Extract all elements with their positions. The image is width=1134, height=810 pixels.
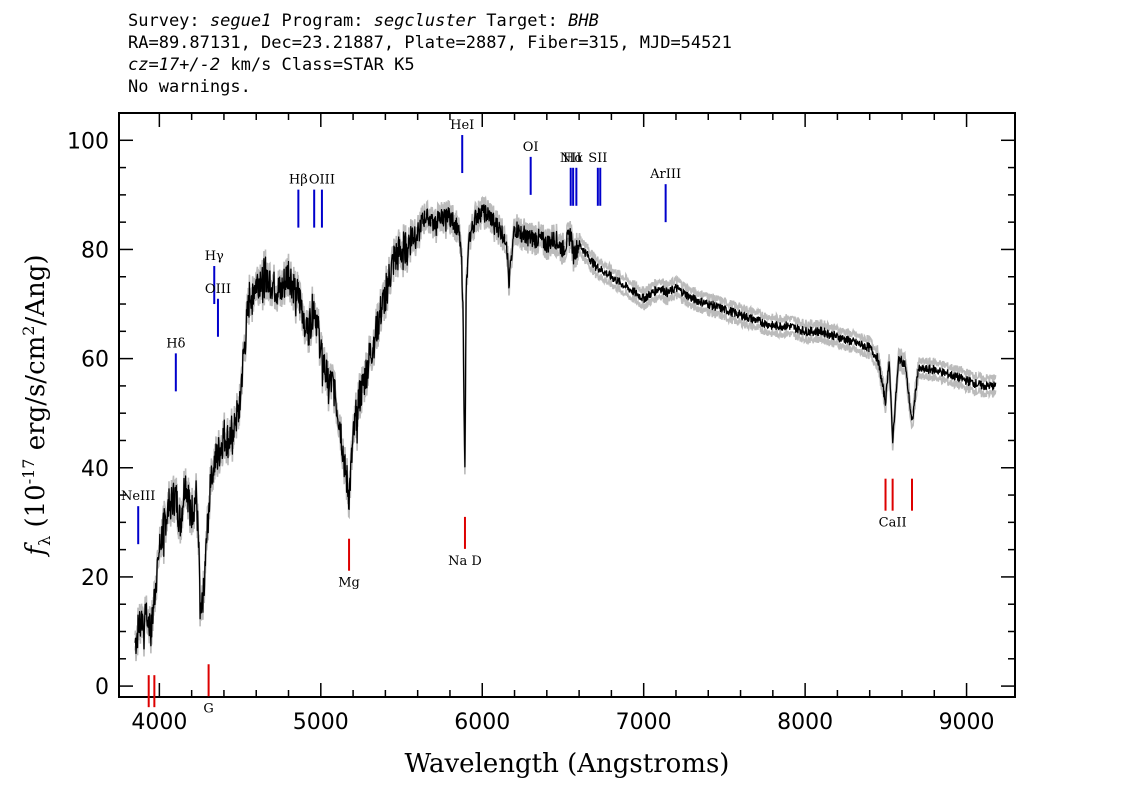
y-tick-label: 0 (95, 675, 109, 700)
header-line-class: cz=17+/-2 km/s Class=STAR K5 (128, 54, 732, 76)
emission-label: NII (560, 151, 582, 166)
plot-border (118, 112, 1016, 698)
header-line-survey: Survey: segue1 Program: segcluster Targe… (128, 10, 732, 32)
emission-label: SII (588, 151, 607, 166)
survey-value: segue1 (209, 11, 272, 31)
emission-label: OI (523, 140, 539, 155)
axis-ticks: 4000 5000 6000 7000 8000 9000 0 20 40 60 80 100 (67, 113, 1015, 735)
x-tick-label: 4000 (131, 710, 187, 735)
x-axis-title: Wavelength (Angstroms) (405, 749, 730, 779)
program-label: Program: (271, 11, 374, 31)
emission-label: Hα (563, 151, 583, 166)
plot-frame (118, 112, 1016, 698)
emission-label: ArIII (649, 167, 681, 182)
target-label: Target: (476, 11, 569, 31)
emission-label: Hγ (205, 249, 224, 264)
y-tick-label: 80 (81, 238, 109, 263)
header-line-coords: RA=89.87131, Dec=23.21887, Plate=2887, F… (128, 33, 732, 53)
y-tick-label: 40 (81, 457, 109, 482)
y-tick-label: 20 (81, 566, 109, 591)
absorption-label: CaII (879, 516, 907, 531)
absorption-label: Mg (338, 576, 360, 591)
y-axis-title: fλ (10-17 erg/s/cm2/Ang) (19, 254, 54, 557)
flux-line (134, 204, 997, 655)
x-tick-label: 7000 (616, 710, 672, 735)
program-value: segcluster (373, 11, 477, 31)
class-value: km/s Class=STAR K5 (220, 55, 415, 75)
emission-label: HeI (450, 118, 474, 133)
absorption-label: Na D (448, 554, 482, 569)
emission-label: NeIII (121, 489, 155, 504)
x-tick-label: 5000 (293, 710, 349, 735)
x-tick-label: 6000 (454, 710, 510, 735)
survey-label: Survey: (128, 11, 210, 31)
header-line-warnings: No warnings. (128, 77, 251, 97)
target-value: BHB (568, 11, 599, 31)
y-tick-label: 100 (67, 129, 109, 154)
emission-label: OIII (309, 173, 335, 188)
emission-label: Hβ (289, 173, 308, 188)
emission-label: Hδ (166, 336, 185, 351)
y-tick-label: 60 (81, 348, 109, 373)
emission-label: OIII (205, 282, 231, 297)
x-tick-label: 9000 (939, 710, 995, 735)
x-tick-label: 8000 (777, 710, 833, 735)
absorption-label: G (203, 701, 213, 716)
cz-value: cz=17+/-2 (128, 55, 221, 75)
flux-series (134, 204, 997, 655)
spectrum-header: Survey: segue1 Program: segcluster Targe… (128, 10, 732, 98)
error-upper (134, 195, 997, 646)
